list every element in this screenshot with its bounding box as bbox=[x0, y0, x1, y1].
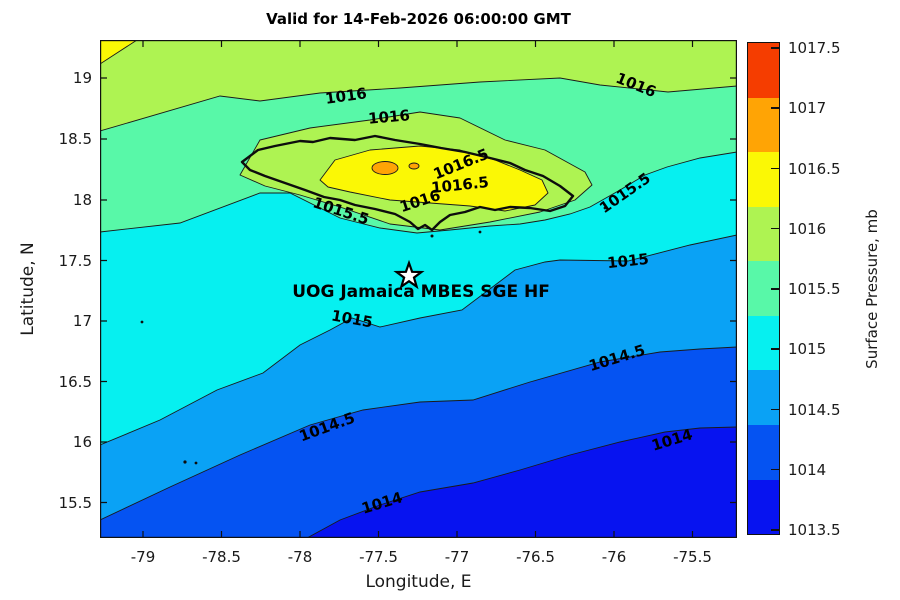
x-tick-m75p5: -75.5 bbox=[673, 548, 712, 566]
y-tick-18: 18 bbox=[72, 191, 92, 209]
x-tick-m77: -77 bbox=[444, 548, 470, 566]
x-tick-m78: -78 bbox=[287, 548, 313, 566]
x-axis-label: Longitude, E bbox=[365, 572, 472, 592]
y-tick-18p5: 18.5 bbox=[58, 130, 92, 148]
y-tick-17: 17 bbox=[72, 312, 92, 330]
colorbar-segment bbox=[748, 370, 779, 425]
y-tick-16: 16 bbox=[72, 433, 92, 451]
cbar-tick-1014: 1014 bbox=[771, 459, 860, 481]
axis-box bbox=[100, 40, 737, 538]
colorbar-segment bbox=[748, 424, 779, 480]
colorbar-segment bbox=[748, 206, 779, 262]
x-tick-m79: -79 bbox=[130, 548, 156, 566]
jamaica-coastline bbox=[240, 134, 575, 232]
contour-lines bbox=[100, 77, 737, 538]
colorbar-label: Surface Pressure, mb bbox=[863, 209, 881, 369]
y-tick-15p5: 15.5 bbox=[58, 493, 92, 512]
closed-contour-1016p5-core bbox=[319, 145, 549, 212]
cbar-tick-1017p5: 1017.5 bbox=[771, 37, 860, 59]
colorbar-segment bbox=[748, 479, 779, 535]
colorbar-segment bbox=[748, 152, 779, 207]
cbar-tick-1014p5: 1014.5 bbox=[771, 399, 860, 421]
colorbar-segment bbox=[748, 97, 779, 153]
closed-contour-1017-speck-small bbox=[408, 162, 420, 170]
cbar-tick-1015p5: 1015.5 bbox=[771, 278, 860, 300]
contour-1015p5 bbox=[100, 151, 737, 234]
colorbar-segment bbox=[748, 43, 779, 98]
station-star-marker bbox=[393, 259, 425, 290]
contour-1014p5 bbox=[100, 346, 737, 521]
y-tick-17p5: 17.5 bbox=[58, 251, 92, 270]
x-tick-m78p5: -78.5 bbox=[202, 548, 241, 566]
x-tick-m76: -76 bbox=[601, 548, 627, 566]
contour-1015 bbox=[100, 234, 737, 446]
contour-1014 bbox=[306, 426, 737, 538]
cbar-tick-1015: 1015 bbox=[771, 338, 860, 360]
chart-title: Valid for 14-Feb-2026 06:00:00 GMT bbox=[266, 10, 571, 28]
y-tick-16p5: 16.5 bbox=[58, 372, 92, 391]
y-tick-19: 19 bbox=[72, 69, 92, 87]
cbar-tick-1017: 1017 bbox=[771, 97, 860, 119]
islet-dots bbox=[140, 206, 607, 465]
colorbar-gradient bbox=[747, 42, 780, 535]
band-nw-corner-1016p5 bbox=[100, 40, 138, 65]
cbar-tick-1016: 1016 bbox=[771, 218, 860, 240]
cbar-tick-1013p5: 1013.5 bbox=[771, 519, 860, 541]
x-tick-m77p5: -77.5 bbox=[359, 548, 398, 566]
contour-1016 bbox=[100, 77, 737, 132]
contour-label-1016-ring-top: 1016 bbox=[367, 106, 411, 128]
station-label: UOG Jamaica MBES SGE HF bbox=[292, 282, 550, 302]
colorbar-segment bbox=[748, 315, 779, 371]
closed-contour-1017-speck bbox=[371, 161, 399, 175]
band-1013p5-1014 bbox=[307, 427, 737, 538]
contour-map bbox=[100, 40, 737, 538]
axis-tick-marks bbox=[100, 40, 737, 538]
x-tick-m76p5: -76.5 bbox=[516, 548, 555, 566]
y-axis-label: Latitude, N bbox=[18, 242, 38, 336]
cbar-tick-1016p5: 1016.5 bbox=[771, 158, 860, 180]
